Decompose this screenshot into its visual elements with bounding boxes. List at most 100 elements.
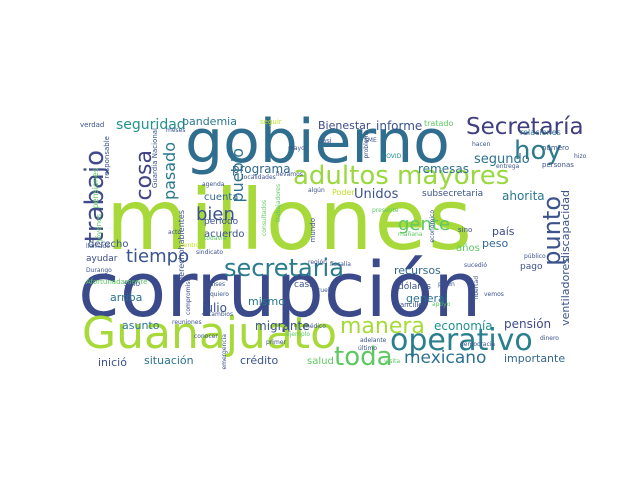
word: casa: [294, 280, 315, 290]
word: acuerdo: [204, 229, 245, 240]
word: responsable: [103, 136, 111, 179]
word: todavía: [204, 235, 227, 242]
word: informe: [376, 119, 423, 133]
word: fiscalía: [330, 261, 351, 268]
word: económico: [429, 210, 436, 243]
word: vemos: [484, 291, 504, 298]
word: reuniones: [172, 319, 202, 326]
word: gente: [398, 214, 451, 235]
word: julio: [202, 301, 227, 315]
word: arriba: [110, 291, 143, 304]
word: cuenta: [204, 192, 239, 203]
word: localidades: [242, 174, 276, 181]
word: hizo: [574, 153, 587, 160]
word: entrega: [496, 163, 520, 170]
word: algún: [308, 187, 325, 194]
word: quiero: [210, 291, 229, 298]
word: tiempo: [126, 246, 190, 267]
word: economía: [434, 319, 493, 333]
word: periodo: [204, 217, 239, 227]
word: programa: [232, 162, 291, 176]
word: general: [406, 292, 448, 305]
word: manera: [340, 314, 425, 339]
word: hoy: [514, 136, 562, 166]
word: problema: [363, 130, 370, 159]
word: adelante: [360, 337, 387, 344]
word: Guardia Nacional: [151, 128, 159, 189]
word: meses: [166, 127, 186, 134]
word: recursos: [394, 264, 441, 277]
word: llamado: [86, 243, 111, 250]
word: personas: [542, 161, 574, 169]
word: derecho: [88, 239, 129, 250]
word: seguir: [260, 118, 282, 126]
word: Guanajuato: [82, 308, 338, 359]
word: región: [308, 259, 327, 266]
word: público: [524, 253, 546, 260]
word: mismo: [248, 295, 285, 308]
word: COVID: [382, 153, 402, 160]
word: prueba: [314, 287, 336, 294]
word: subsecretaria: [422, 189, 484, 199]
word: Unidos: [354, 187, 399, 202]
word: bien: [196, 204, 235, 225]
word: ventiladores: [559, 258, 572, 326]
word: canciller: [396, 301, 426, 309]
word: segundo: [474, 152, 530, 167]
word: casi: [318, 137, 332, 145]
word: adultos mayores: [293, 161, 510, 191]
word: pensión: [504, 317, 552, 331]
word: pensiones: [91, 168, 100, 209]
word: mundo: [309, 218, 317, 243]
word: Poder: [332, 188, 355, 197]
word: operativo: [390, 323, 533, 358]
word: peso: [482, 237, 509, 250]
word: sindicato: [196, 249, 224, 256]
word: salud: [307, 356, 334, 367]
word: emergencia: [221, 334, 228, 370]
word: acto: [168, 229, 181, 236]
word: seguridad: [116, 117, 186, 133]
word: ayudar: [86, 254, 118, 264]
word: último: [358, 345, 378, 352]
word: tratado: [424, 119, 454, 128]
word: compromiso: [185, 278, 192, 315]
word: pago: [520, 262, 543, 272]
word: llevamos: [276, 171, 303, 178]
word: Secretaría: [466, 114, 584, 140]
word: mañana: [398, 231, 423, 238]
word: situación: [144, 354, 194, 367]
word: toda: [334, 342, 393, 372]
word: cambios: [208, 311, 234, 318]
word: hacen: [472, 141, 491, 148]
word: Durango: [86, 267, 112, 274]
word: solo: [124, 279, 141, 288]
word: secretaria: [224, 254, 344, 282]
word: pandemia: [182, 115, 237, 128]
word: consultados: [261, 200, 268, 237]
word: médico: [304, 323, 326, 330]
word: piden: [438, 281, 455, 288]
word: conocer: [194, 333, 218, 340]
word: años: [456, 243, 480, 254]
word: presente: [372, 207, 399, 214]
word: mayo: [288, 145, 305, 152]
word: crédito: [240, 354, 279, 367]
word: sucedió: [464, 262, 488, 269]
word: sino: [458, 226, 473, 234]
word: migrante: [255, 319, 310, 333]
word: ejemplo: [286, 331, 311, 338]
word: país: [492, 225, 515, 238]
word: pasado: [160, 142, 179, 201]
word: Afortunadamente: [86, 278, 148, 286]
word: agenda: [202, 181, 225, 188]
word: corrupción: [78, 245, 482, 334]
word: número: [542, 144, 570, 152]
word: discapacidad: [559, 190, 572, 263]
word: primer: [266, 339, 286, 346]
word: democracia: [460, 341, 496, 348]
word: dinero: [540, 335, 559, 342]
word: mexicano: [404, 348, 487, 368]
word: remesas: [418, 162, 469, 176]
